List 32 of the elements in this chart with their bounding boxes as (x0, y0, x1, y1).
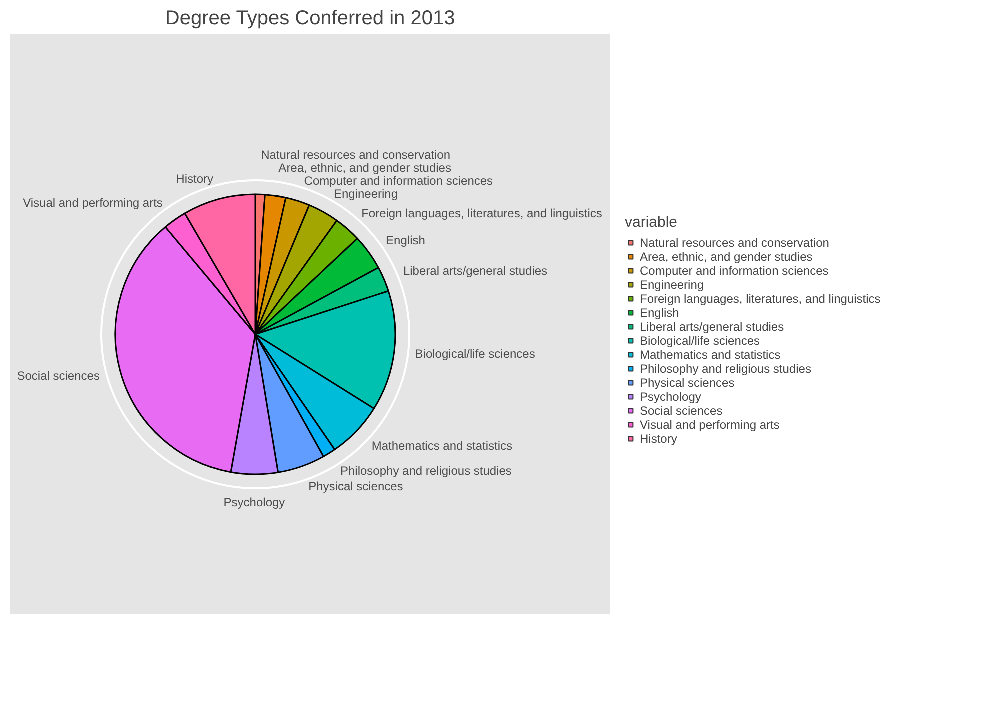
legend-label: Natural resources and conservation (640, 236, 830, 250)
slice-label: Philosophy and religious studies (340, 464, 512, 478)
slice-label: Liberal arts/general studies (403, 264, 548, 278)
slice-label: Mathematics and statistics (372, 438, 513, 453)
slice-label: Biological/life sciences (415, 347, 536, 362)
slice-label: History (176, 172, 214, 186)
legend-label: Foreign languages, literatures, and linguistics (640, 292, 881, 306)
legend-label: Liberal arts/general studies (640, 320, 784, 334)
slice-label: Visual and performing arts (23, 196, 163, 210)
legend-label: Social sciences (640, 404, 723, 418)
legend-label: History (640, 432, 678, 446)
legend-label: Mathematics and statistics (640, 348, 781, 362)
legend-label: Biological/life sciences (640, 334, 760, 348)
slice-label: Psychology (224, 495, 286, 510)
legend-title: variable (625, 214, 679, 230)
slice-label: Area, ethnic, and gender studies (278, 160, 452, 175)
slice-label: Physical sciences (308, 479, 404, 494)
legend-label: Psychology (640, 390, 702, 404)
legend-label: Visual and performing arts (640, 418, 780, 432)
legend-label: Engineering (640, 278, 704, 292)
chart-title: Degree Types Conferred in 2013 (165, 8, 456, 30)
slice-label: Natural resources and conservation (261, 148, 450, 162)
slice-label: Foreign languages, literatures, and linguistics (362, 206, 602, 220)
slice-label: Computer and information sciences (304, 174, 494, 188)
slice-label: Social sciences (17, 369, 100, 384)
slice-label: English (386, 233, 426, 248)
legend-label: Philosophy and religious studies (640, 362, 812, 376)
legend-label: Physical sciences (640, 376, 735, 390)
legend-label: Computer and information sciences (640, 264, 829, 278)
legend-label: Area, ethnic, and gender studies (640, 250, 813, 264)
slice-label: Engineering (334, 186, 398, 201)
legend-label: English (640, 306, 680, 320)
